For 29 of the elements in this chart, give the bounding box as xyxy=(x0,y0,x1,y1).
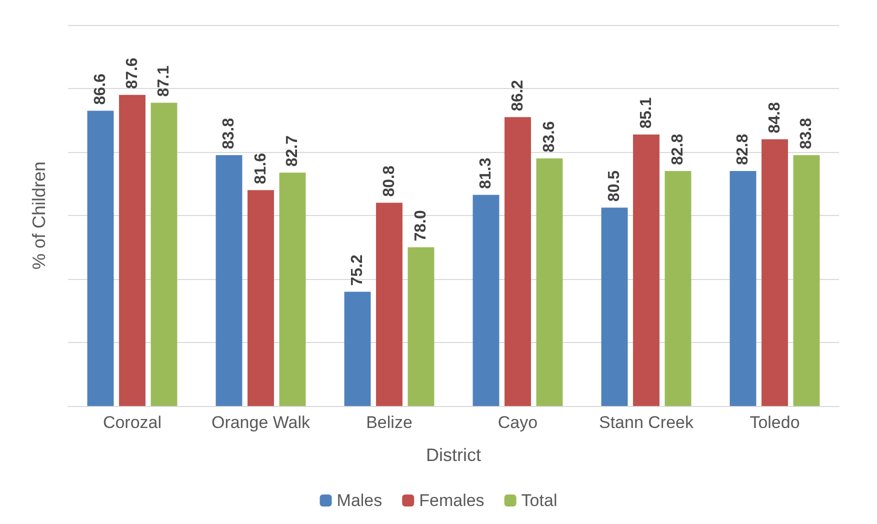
data-label: 81.3 xyxy=(478,158,495,189)
data-label: 78.0 xyxy=(412,210,430,242)
data-label: 83.6 xyxy=(540,121,558,152)
x-tick-label: Belize xyxy=(366,413,412,432)
data-label: 84.8 xyxy=(766,102,784,134)
data-label: 83.8 xyxy=(220,118,238,150)
y-axis-title: % of Children xyxy=(29,161,49,270)
legend-label: Males xyxy=(336,491,382,510)
data-label: 86.6 xyxy=(92,73,110,105)
data-label: 87.6 xyxy=(124,58,141,89)
x-tick-label: Stann Creek xyxy=(599,413,694,432)
legend-label: Females xyxy=(419,491,484,510)
data-label: 80.8 xyxy=(380,166,398,197)
data-label: 87.1 xyxy=(155,66,172,97)
data-label: 85.1 xyxy=(638,97,655,129)
data-label: 80.5 xyxy=(606,170,624,202)
data-label: 81.6 xyxy=(252,152,270,184)
legend-label: Total xyxy=(521,491,558,510)
data-label: 82.8 xyxy=(669,134,686,166)
data-label: 86.2 xyxy=(509,80,526,112)
data-label: 82.8 xyxy=(734,134,752,166)
x-tick-label: Corozal xyxy=(102,413,162,432)
x-axis-title: District xyxy=(426,445,481,465)
data-label: 82.7 xyxy=(284,135,301,167)
x-tick-label: Toledo xyxy=(750,413,800,432)
data-label: 83.8 xyxy=(798,118,815,150)
x-tick-label: Cayo xyxy=(498,413,538,432)
data-label: 75.2 xyxy=(349,254,366,286)
x-tick-label: Orange Walk xyxy=(211,413,311,432)
